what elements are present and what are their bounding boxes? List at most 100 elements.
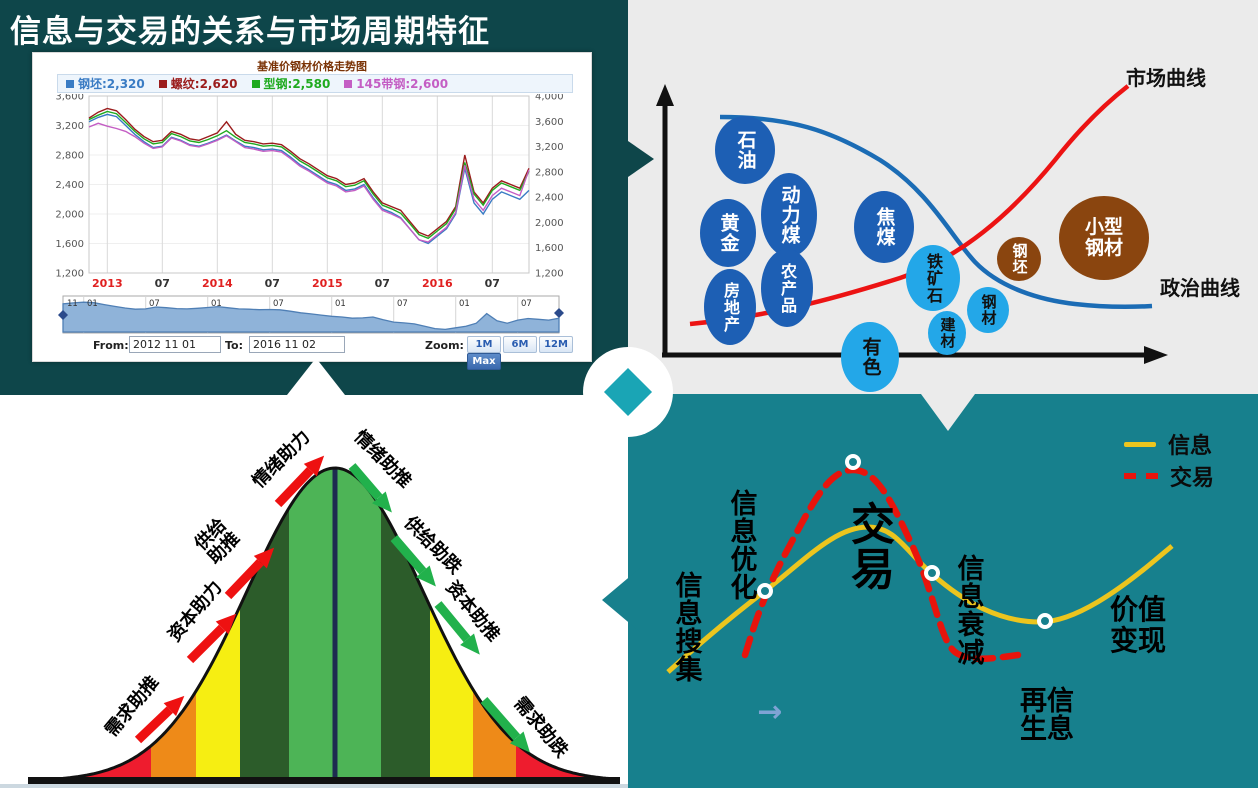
x-axis-arrowhead [1144, 346, 1168, 364]
legend-item-型钢[interactable]: 型钢:2,580 [251, 75, 331, 92]
info-line-swatch [1124, 441, 1156, 447]
navigator-handle-left[interactable] [58, 310, 68, 320]
bubble-label: 钢材 [979, 294, 998, 326]
svg-text:07: 07 [155, 277, 170, 290]
svg-text:2,400: 2,400 [55, 180, 84, 191]
zoom-label: Zoom: [425, 339, 464, 352]
svg-text:3,600: 3,600 [535, 117, 564, 128]
legend-row-info: 信息 [1124, 428, 1244, 460]
y-axis-arrowhead [656, 84, 674, 106]
svg-text:3,600: 3,600 [55, 94, 84, 103]
info-label-价值变现: 价值 变现 [1109, 593, 1167, 657]
flow-arrow-icon: → [757, 694, 783, 730]
svg-text:1,200: 1,200 [535, 269, 564, 280]
legend-swatch [158, 79, 167, 88]
arrow-right-connector [628, 141, 654, 177]
svg-text:2,400: 2,400 [535, 193, 564, 204]
legend-text: 钢坯:2,320 [78, 77, 145, 91]
bubble-label: 动力煤 [778, 185, 801, 245]
bubble-焦煤: 焦煤 [854, 191, 914, 263]
legend-text: 型钢:2,580 [263, 77, 331, 91]
bubble-label: 小型 钢材 [1084, 216, 1123, 259]
politics-curve-label: 政治曲线 [1160, 276, 1240, 300]
zoom-buttons: 1M 6M 12M Max [465, 336, 577, 370]
svg-text:2016: 2016 [422, 277, 453, 290]
price-chart-title: 基准价钢材价格走势图 [257, 60, 367, 73]
svg-text:2013: 2013 [92, 277, 123, 290]
info-label-信息再生: 信息再生 [1015, 686, 1073, 742]
legend-trade-label: 交易 [1170, 466, 1215, 491]
legend-item-钢坯[interactable]: 钢坯:2,320 [66, 75, 145, 92]
navigator-handle-right[interactable] [554, 308, 564, 318]
bubble-label: 有色 [859, 337, 882, 377]
legend-item-145带钢[interactable]: 145带钢:2,600 [344, 75, 448, 92]
info-label-信息优化: 信息优化 [725, 489, 757, 601]
bubble-有色: 有色 [841, 322, 899, 392]
bell-baseline [28, 777, 620, 784]
svg-text:3,200: 3,200 [535, 142, 564, 153]
from-date-input[interactable] [129, 336, 221, 353]
svg-text:2,000: 2,000 [55, 210, 84, 221]
series-145带钢 [88, 122, 530, 243]
arrow-down-connector [921, 394, 975, 431]
page-title: 信息与交易的关系与市场周期特征 [10, 14, 490, 50]
svg-text:2,800: 2,800 [535, 167, 564, 178]
bubble-钢材: 钢材 [967, 287, 1009, 333]
bubble-建材: 建材 [928, 311, 966, 355]
info-trade-canvas [666, 454, 1174, 674]
zoom-button-1M[interactable]: 1M [467, 336, 501, 353]
bubble-label: 农产品 [778, 262, 797, 314]
svg-text:3,200: 3,200 [55, 121, 84, 132]
to-label: To: [225, 339, 243, 352]
market-curve-label: 市场曲线 [1126, 66, 1206, 90]
bubble-label: 钢坯 [1010, 243, 1029, 275]
series-钢坯 [88, 113, 530, 245]
svg-text:07: 07 [273, 299, 284, 309]
bubble-小型钢材: 小型 钢材 [1059, 196, 1149, 280]
curve-point-markers [757, 454, 1053, 629]
zoom-button-Max[interactable]: Max [467, 353, 501, 370]
from-label: From: [93, 339, 129, 352]
zoom-button-12M[interactable]: 12M [539, 336, 573, 353]
svg-text:1,600: 1,600 [55, 239, 84, 250]
svg-text:07: 07 [521, 299, 532, 309]
legend-text: 螺纹:2,620 [170, 77, 238, 91]
info-curve [666, 524, 1174, 674]
panel-info-trade [628, 394, 1258, 788]
legend-text: 145带钢:2,600 [356, 77, 449, 91]
svg-text:4,000: 4,000 [535, 94, 564, 103]
bubble-铁矿石: 铁矿石 [906, 245, 960, 311]
bubble-钢坯: 钢坯 [997, 237, 1041, 281]
svg-text:07: 07 [149, 299, 160, 309]
svg-text:07: 07 [375, 277, 390, 290]
svg-text:1,200: 1,200 [55, 269, 84, 280]
svg-text:01: 01 [87, 299, 98, 309]
legend-row-trade: 交易 [1124, 460, 1244, 492]
to-date-input[interactable] [249, 336, 345, 353]
svg-text:07: 07 [397, 299, 408, 309]
arrow-up-connector [287, 358, 345, 395]
bubble-label: 铁矿石 [924, 252, 943, 304]
svg-text:01: 01 [211, 299, 222, 309]
info-label-信息衰减: 信息衰减 [952, 554, 984, 666]
legend-item-螺纹[interactable]: 螺纹:2,620 [158, 75, 238, 92]
bubble-石油: 石油 [715, 116, 775, 184]
arrow-left-connector [602, 568, 640, 632]
info-label-交易: 交易 [843, 501, 894, 591]
svg-text:2014: 2014 [202, 277, 233, 290]
bubble-房地产: 房地产 [704, 269, 756, 345]
series-型钢 [88, 110, 530, 240]
bubble-动力煤: 动力煤 [761, 173, 817, 257]
bubble-label: 黄金 [717, 213, 740, 253]
trade-curve [741, 466, 1022, 663]
price-chart-legend: 钢坯:2,320 螺纹:2,620 型钢:2,580 145带钢:2,600 [57, 74, 573, 93]
bottom-divider [0, 784, 628, 788]
legend-swatch [251, 79, 260, 88]
legend-swatch [344, 79, 353, 88]
bubble-label: 建材 [938, 317, 957, 349]
trade-dash-swatch [1124, 473, 1158, 479]
svg-text:2015: 2015 [312, 277, 343, 290]
zoom-button-6M[interactable]: 6M [503, 336, 537, 353]
svg-text:2,000: 2,000 [535, 218, 564, 229]
